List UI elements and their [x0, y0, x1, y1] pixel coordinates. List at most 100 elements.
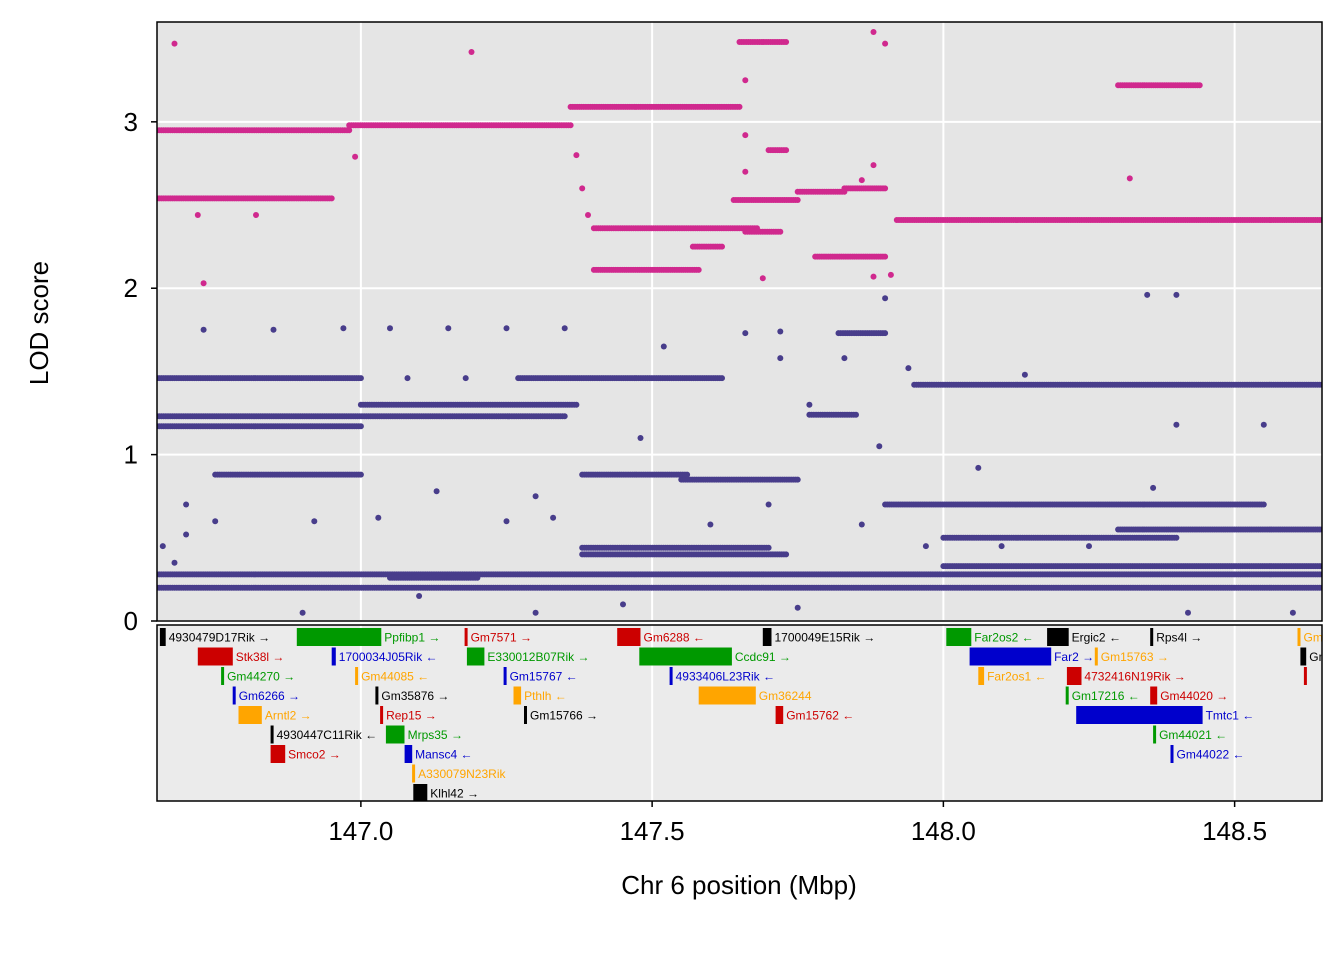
lod-point [375, 514, 382, 521]
gene-label: Gm44020 → [1160, 689, 1228, 703]
lod-point [1126, 175, 1133, 182]
gene-bar [404, 745, 413, 763]
gene-bar [197, 647, 233, 666]
lod-point [777, 328, 784, 335]
gene-bar [946, 628, 972, 646]
lod-point [719, 243, 725, 250]
lod-point [445, 325, 452, 332]
gene-label: Tmtc1 ← [1206, 709, 1255, 723]
lod-point [765, 544, 772, 551]
gene-track: 4930479D17Rik → Stk38l → Gm44270 → Gm6266 →… [159, 628, 1328, 801]
lod-point [1150, 484, 1157, 491]
gene-grid-lines [359, 625, 1236, 801]
lod-point [794, 604, 801, 611]
lod-point [357, 471, 364, 478]
lod-point [1021, 371, 1028, 378]
y-axis-ticks: 0 1 2 3 [124, 107, 157, 636]
lod-point [532, 609, 539, 616]
lod-point [567, 122, 574, 129]
lod-point [194, 212, 201, 218]
gene-bar [412, 764, 416, 783]
gene-bar [669, 667, 673, 685]
lod-point [462, 375, 469, 382]
gene-bar [1300, 647, 1307, 666]
gene-bar [617, 628, 641, 646]
gene-bar [385, 725, 405, 744]
lod-point [253, 212, 259, 218]
gene-label: Gm [1309, 650, 1328, 664]
lod-point [806, 401, 813, 408]
gene-label: Gm44022 ← [1177, 748, 1245, 762]
gene-bar [331, 647, 336, 666]
x-tick-label: 148.5 [1202, 816, 1267, 846]
gene-label: Smco2 → [288, 748, 341, 762]
gene-bar [1303, 667, 1307, 685]
gene-label: Gm6266 → [239, 689, 300, 703]
lod-point [340, 325, 347, 332]
gene-label: Gm7571 → [471, 631, 532, 645]
gene-label: Mrps35 → [408, 728, 463, 742]
gene-bar [466, 647, 485, 666]
gene-label: Ccdc91 → [735, 650, 791, 664]
gene-bar [355, 667, 359, 685]
series-2 [157, 291, 1322, 616]
lod-point [328, 195, 335, 202]
gene-label: Gm36244 [759, 689, 812, 703]
lod-point [736, 103, 743, 110]
gene-bar [159, 628, 166, 646]
lod-point [433, 488, 440, 495]
gene-label: Gm15762 ← [786, 709, 854, 723]
gene-label: Rep15 → [386, 709, 437, 723]
gene-label: Gm15763 → [1101, 650, 1169, 664]
lod-point [532, 493, 539, 500]
gene-bar [464, 628, 468, 646]
lod-point [853, 411, 859, 418]
gene-bar [1094, 647, 1098, 666]
lod-point [637, 435, 644, 441]
y-tick-label: 2 [124, 273, 138, 303]
gene-label: Far2 → [1054, 650, 1094, 664]
lod-point [387, 325, 393, 332]
lod-point [503, 325, 510, 332]
gene-bar [1150, 686, 1158, 705]
lod-point [695, 266, 702, 273]
gene-label: A330079N23Rik [418, 767, 506, 781]
lod-point [404, 375, 411, 382]
lod-point [352, 153, 359, 160]
lod-point [573, 152, 580, 159]
gene-bar [503, 667, 507, 685]
x-tick-label: 148.0 [911, 816, 976, 846]
gene-label: Ergic2 ← [1072, 631, 1121, 645]
lod-point [620, 601, 626, 608]
lod-point [171, 40, 178, 47]
lod-point [777, 228, 784, 235]
lod-point [783, 39, 790, 45]
lod-point [1260, 501, 1267, 508]
lod-point [841, 355, 848, 362]
gene-label: Arntl2 → [265, 709, 312, 723]
lod-point [783, 147, 790, 154]
lod-point [794, 476, 801, 483]
lod-point [742, 77, 749, 84]
lod-point [311, 518, 318, 525]
gene-label: Gm17216 ← [1072, 689, 1140, 703]
gene-panel-border [156, 624, 1323, 802]
lod-point [1173, 534, 1180, 541]
y-tick-label: 3 [124, 107, 138, 137]
gene-label: Pthlh ← [524, 689, 567, 703]
gene-bar [1297, 628, 1301, 646]
lod-point [887, 271, 894, 278]
gene-bar [270, 725, 274, 744]
lod-point [503, 518, 510, 525]
lod-point [1173, 291, 1180, 298]
lod-point [573, 401, 580, 408]
gene-bar [1076, 706, 1203, 724]
gene-bar [513, 686, 522, 705]
gene-label: Gm44270 → [227, 670, 295, 684]
x-axis-ticks: 147.0 147.5 148.0 148.5 [328, 801, 1267, 846]
lod-point [858, 177, 865, 184]
gene-bar [639, 647, 732, 666]
y-tick-label: 0 [124, 606, 138, 636]
lod-point [742, 330, 749, 337]
lod-point [783, 551, 790, 558]
